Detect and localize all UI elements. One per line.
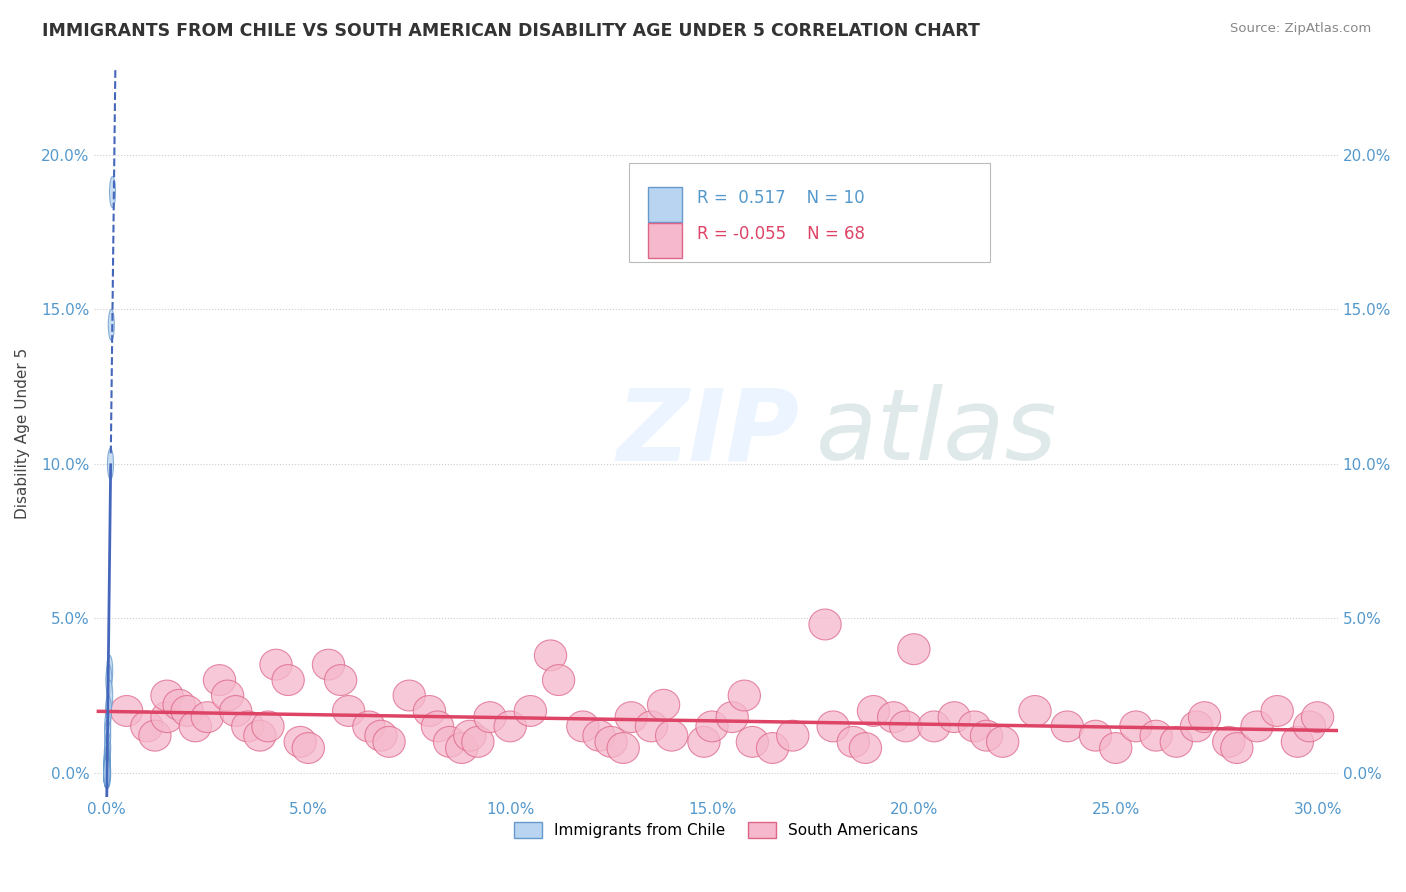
Bar (648, 187, 682, 222)
Text: ZIP: ZIP (617, 384, 800, 482)
Legend: Immigrants from Chile, South Americans: Immigrants from Chile, South Americans (508, 816, 924, 845)
Text: R =  0.517    N = 10: R = 0.517 N = 10 (697, 189, 865, 207)
Bar (628, 163, 990, 261)
Text: R = -0.055    N = 68: R = -0.055 N = 68 (697, 225, 866, 244)
Text: IMMIGRANTS FROM CHILE VS SOUTH AMERICAN DISABILITY AGE UNDER 5 CORRELATION CHART: IMMIGRANTS FROM CHILE VS SOUTH AMERICAN … (42, 22, 980, 40)
Text: Source: ZipAtlas.com: Source: ZipAtlas.com (1230, 22, 1371, 36)
Bar (648, 222, 682, 258)
Text: atlas: atlas (815, 384, 1057, 482)
Y-axis label: Disability Age Under 5: Disability Age Under 5 (15, 347, 30, 518)
